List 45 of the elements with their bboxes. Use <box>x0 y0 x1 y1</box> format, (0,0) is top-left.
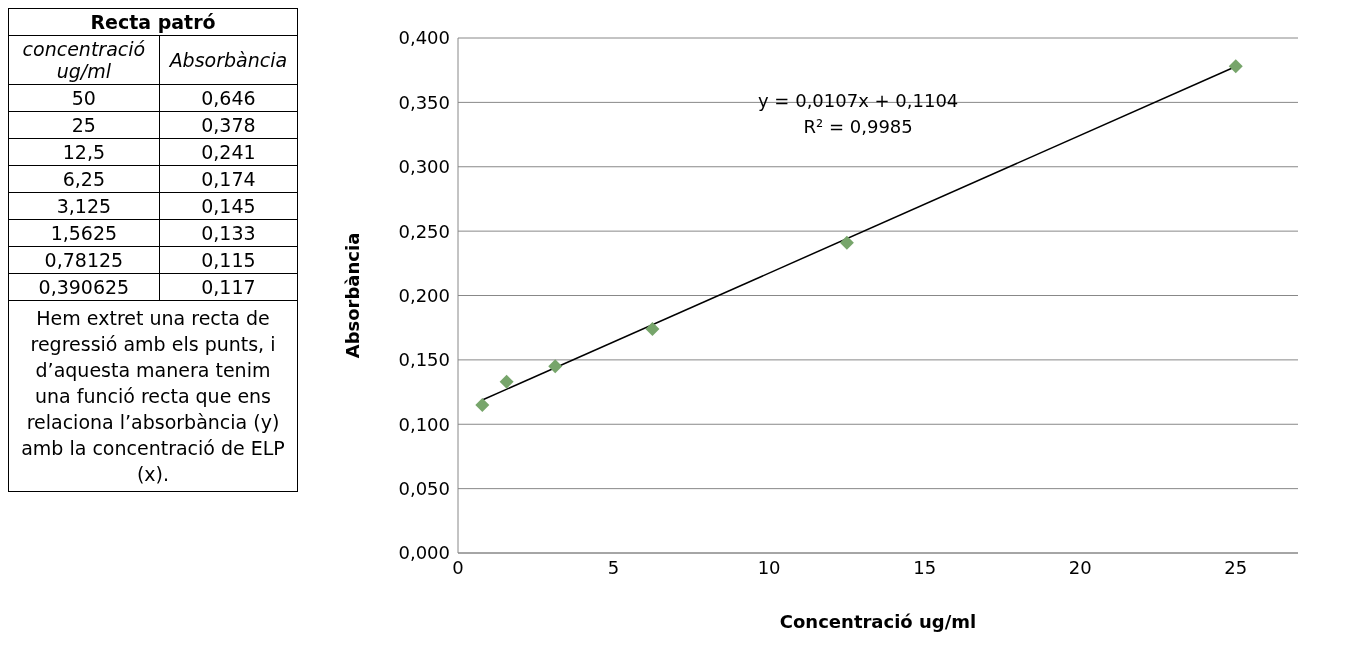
y-tick-label: 0,100 <box>398 413 450 435</box>
point <box>1228 59 1243 74</box>
text: 0,117 <box>159 273 298 301</box>
text: 1,5625 <box>8 219 160 247</box>
y-tick-label: 0,150 <box>398 349 450 371</box>
y-tick-label: 0,000 <box>398 542 450 564</box>
y-tick-label: 0,250 <box>398 220 450 242</box>
y-tick-label: 0,200 <box>398 284 450 306</box>
text: 0,390625 <box>8 273 160 301</box>
point <box>475 397 490 412</box>
annotation: R² = 0,9985 <box>802 115 914 139</box>
annotation: y = 0,0107x + 0,1104 <box>758 89 959 113</box>
point <box>548 359 563 374</box>
text: 0,174 <box>159 165 298 193</box>
text: 3,125 <box>8 192 160 220</box>
text: Absorbància <box>159 35 298 85</box>
text: 0,378 <box>159 111 298 139</box>
text: 6,25 <box>8 165 160 193</box>
x-axis-title: Concentració ug/ml <box>779 611 977 632</box>
text: 0,145 <box>159 192 298 220</box>
x-tick-label: 25 <box>1224 556 1248 578</box>
text: 0,133 <box>159 219 298 247</box>
y-axis-title: Absorbància <box>342 232 364 359</box>
x-tick-label: 0 <box>452 556 464 578</box>
y-tick-label: 0,050 <box>398 478 450 500</box>
text: concentració ug/ml <box>8 35 160 85</box>
text: 0,115 <box>159 246 298 274</box>
y-tick-label: 0,300 <box>398 156 450 178</box>
text: 25 <box>8 111 160 139</box>
x-tick-label: 15 <box>913 556 937 578</box>
point <box>499 374 514 389</box>
x-tick-label: 20 <box>1068 556 1092 578</box>
text: 0,646 <box>159 84 298 112</box>
y-tick-label: 0,400 <box>398 27 450 49</box>
text: 50 <box>8 84 160 112</box>
text: 0,241 <box>159 138 298 166</box>
text: Recta patró <box>8 8 298 36</box>
text: 0,78125 <box>8 246 160 274</box>
x-tick-label: 5 <box>607 556 620 578</box>
text: Hem extret una recta de regressió amb els punts, i d’aquesta manera tenim una funció recta que ens relaciona l’absorbància (y) amb la concentració de ELP (x). <box>8 300 298 492</box>
x-tick-label: 10 <box>757 556 781 578</box>
text: 12,5 <box>8 138 160 166</box>
y-tick-label: 0,350 <box>398 91 450 113</box>
point <box>839 235 854 250</box>
point <box>645 321 660 336</box>
